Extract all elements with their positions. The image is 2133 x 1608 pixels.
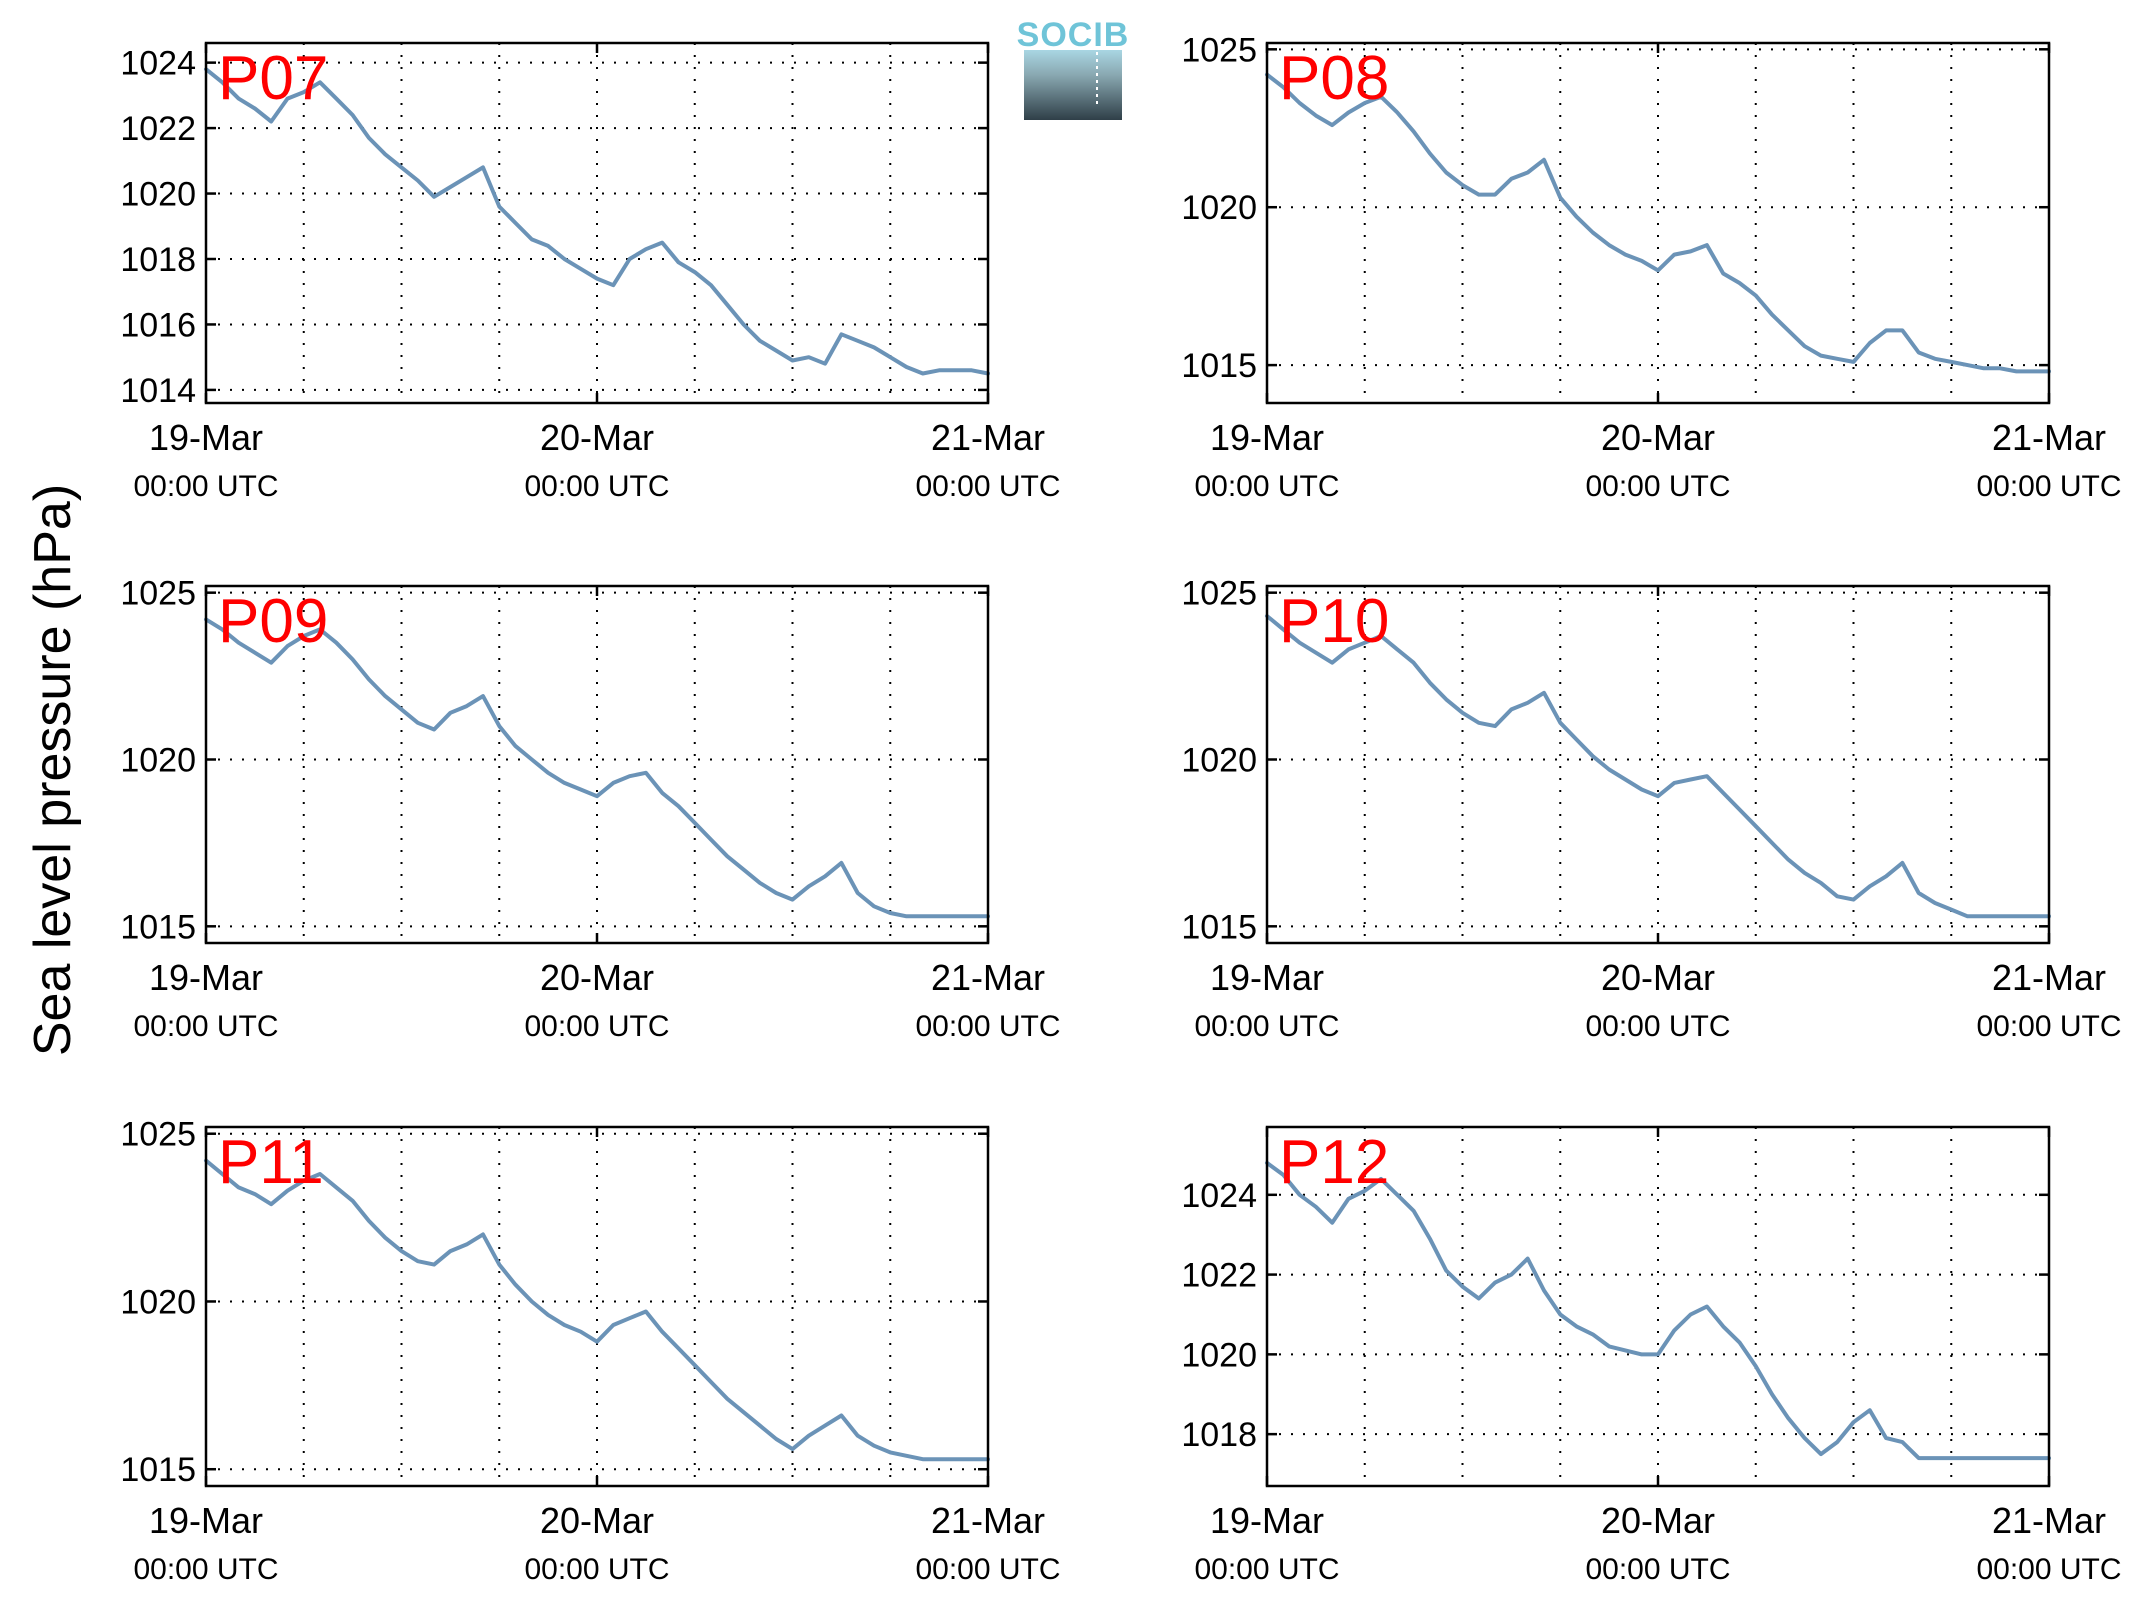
x-tick-time-label: 00:00 UTC <box>1585 1553 1730 1586</box>
x-tick-time-label: 00:00 UTC <box>133 470 278 503</box>
x-tick-date-label: 21-Mar <box>931 417 1045 458</box>
x-tick-date-label: 21-Mar <box>1992 1500 2106 1541</box>
x-tick-time-label: 00:00 UTC <box>133 1553 278 1586</box>
x-tick-time-label: 00:00 UTC <box>1585 1010 1730 1043</box>
panels: 1014 1016 1018 1020 1022 1024 19-Mar 00:00 UTC 2… <box>120 31 2121 1586</box>
y-tick-label: 1020 <box>120 741 196 779</box>
plot-frame <box>1265 41 2051 405</box>
x-tick-date-label: 20-Mar <box>1601 957 1715 998</box>
x-tick-time-label: 00:00 UTC <box>1194 470 1339 503</box>
y-tick-label: 1016 <box>120 306 196 344</box>
y-tick-label: 1025 <box>1181 31 1257 69</box>
y-tick-label: 1024 <box>120 45 196 83</box>
y-tick-label: 1018 <box>1181 1416 1257 1454</box>
y-tick-label: 1020 <box>1181 741 1257 779</box>
pressure-series-line <box>1265 72 2051 374</box>
plot-frame <box>1265 584 2051 945</box>
y-tick-label: 1015 <box>120 908 196 946</box>
y-tick-label: 1020 <box>1181 189 1257 227</box>
y-tick-label: 1022 <box>1181 1257 1257 1295</box>
x-tick-date-label: 19-Mar <box>1210 417 1324 458</box>
x-tick-date-label: 20-Mar <box>540 1500 654 1541</box>
x-tick-date-label: 20-Mar <box>1601 1500 1715 1541</box>
pressure-series-line <box>204 67 990 376</box>
x-tick-time-label: 00:00 UTC <box>915 470 1060 503</box>
x-tick-time-label: 00:00 UTC <box>1194 1553 1339 1586</box>
panel-p11: 1015 1020 1025 19-Mar 00:00 UTC 20-Mar 00:00 U… <box>120 1116 1060 1586</box>
x-tick-time-label: 00:00 UTC <box>1585 470 1730 503</box>
pressure-series-line <box>204 617 990 919</box>
logo-text: SOCIB <box>1017 16 1130 54</box>
x-tick-time-label: 00:00 UTC <box>1194 1010 1339 1043</box>
y-tick-label: 1015 <box>120 1451 196 1489</box>
x-tick-date-label: 19-Mar <box>149 1500 263 1541</box>
y-tick-label: 1020 <box>120 1283 196 1321</box>
x-tick-date-label: 21-Mar <box>931 1500 1045 1541</box>
y-tick-label: 1018 <box>120 241 196 279</box>
x-tick-time-label: 00:00 UTC <box>524 1010 669 1043</box>
station-label: P11 <box>218 1128 324 1197</box>
logo-block <box>1024 50 1122 120</box>
x-tick-date-label: 21-Mar <box>931 957 1045 998</box>
y-tick-label: 1025 <box>120 575 196 613</box>
y-tick-label: 1014 <box>120 372 196 410</box>
x-tick-time-label: 00:00 UTC <box>133 1010 278 1043</box>
station-label: P10 <box>1279 587 1389 656</box>
y-tick-label: 1015 <box>1181 347 1257 385</box>
station-label: P12 <box>1279 1128 1389 1197</box>
pressure-series-line <box>1265 614 2051 919</box>
plot-frame <box>204 1125 990 1488</box>
station-label: P07 <box>218 44 328 113</box>
x-tick-time-label: 00:00 UTC <box>524 1553 669 1586</box>
x-tick-date-label: 19-Mar <box>149 417 263 458</box>
socib-logo: SOCIB <box>1017 16 1130 120</box>
station-label: P08 <box>1279 44 1389 113</box>
x-tick-time-label: 00:00 UTC <box>524 470 669 503</box>
plot-frame <box>204 584 990 945</box>
y-tick-label: 1020 <box>120 176 196 214</box>
plot-frame <box>204 41 990 405</box>
panel-p07: 1014 1016 1018 1020 1022 1024 19-Mar 00:00 UTC 2… <box>120 41 1061 503</box>
x-tick-time-label: 00:00 UTC <box>1976 1010 2121 1043</box>
station-label: P09 <box>218 587 328 656</box>
x-tick-date-label: 19-Mar <box>149 957 263 998</box>
y-tick-label: 1025 <box>120 1116 196 1154</box>
x-tick-date-label: 21-Mar <box>1992 957 2106 998</box>
pressure-series-line <box>1265 1160 2051 1461</box>
panel-p08: 1015 1020 1025 19-Mar 00:00 UTC 20-Mar 00:00 U… <box>1181 31 2121 503</box>
y-axis-label: Sea level pressure (hPa) <box>24 484 82 1056</box>
x-tick-time-label: 00:00 UTC <box>915 1010 1060 1043</box>
x-tick-time-label: 00:00 UTC <box>915 1553 1060 1586</box>
x-tick-date-label: 20-Mar <box>1601 417 1715 458</box>
y-tick-label: 1025 <box>1181 575 1257 613</box>
x-tick-date-label: 19-Mar <box>1210 957 1324 998</box>
x-tick-date-label: 20-Mar <box>540 957 654 998</box>
plot-frame <box>1265 1125 2051 1488</box>
y-tick-label: 1024 <box>1181 1177 1257 1215</box>
x-tick-date-label: 21-Mar <box>1992 417 2106 458</box>
x-tick-time-label: 00:00 UTC <box>1976 470 2121 503</box>
panel-p10: 1015 1020 1025 19-Mar 00:00 UTC 20-Mar 00:00 U… <box>1181 575 2121 1043</box>
y-tick-label: 1022 <box>120 110 196 148</box>
x-tick-date-label: 19-Mar <box>1210 1500 1324 1541</box>
x-tick-time-label: 00:00 UTC <box>1976 1553 2121 1586</box>
panel-p12: 1018 1020 1022 1024 19-Mar 00:00 UTC 20-Mar 00:… <box>1181 1125 2122 1586</box>
x-tick-date-label: 20-Mar <box>540 417 654 458</box>
y-tick-label: 1015 <box>1181 908 1257 946</box>
pressure-series-line <box>204 1158 990 1462</box>
y-tick-label: 1020 <box>1181 1336 1257 1374</box>
panel-p09: 1015 1020 1025 19-Mar 00:00 UTC 20-Mar 00:00 U… <box>120 575 1060 1043</box>
